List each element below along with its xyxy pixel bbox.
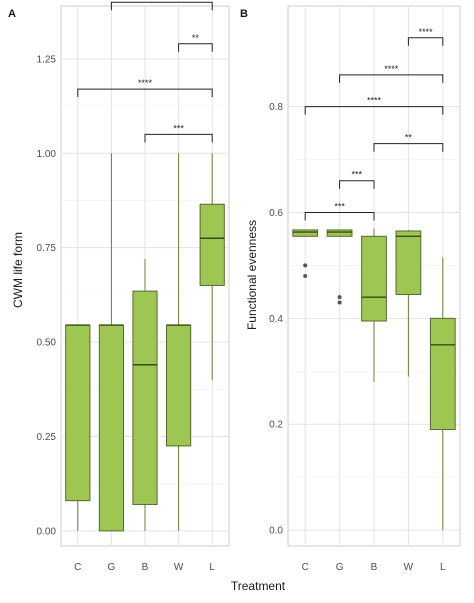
x-tick-label: B [371,562,378,573]
box-W [166,324,192,447]
significance-bracket [373,143,444,152]
y-tick-label: 0.0 [269,526,283,537]
significance-label: *** [173,123,184,133]
y-tick-label: 0.8 [269,102,283,113]
box-L [429,317,456,431]
x-tick-label: W [174,562,184,573]
y-tick-label: 0.6 [269,208,283,219]
y-tick-label: 0.25 [37,432,57,443]
y-tick-label: 0.4 [269,314,283,325]
significance-bracket [304,211,375,221]
box-G [98,324,124,532]
x-tick-label: L [440,562,446,573]
outlier-point [337,300,342,305]
x-tick-label: G [336,562,344,573]
panel-b: 0.00.20.40.60.8C G B W L********************… [240,5,461,573]
y-tick-label: 0.75 [37,243,57,254]
significance-label: ** [405,133,413,143]
y-tick-label: 0.2 [269,420,283,431]
y-tick-label: 1.00 [37,149,57,160]
y-tick-label: 0.00 [37,526,57,537]
box-L [199,203,225,286]
panel-tag: B [240,8,248,20]
significance-bracket [178,43,213,52]
significance-bracket [304,106,444,115]
significance-label: **** [384,64,399,74]
box-W [395,230,422,296]
x-tick-label: C [302,562,309,573]
significance-label: **** [367,96,382,106]
panel-tag: A [8,8,16,20]
y-axis-title: CWM life form [11,232,25,308]
outlier-point [337,295,342,300]
significance-label: ** [192,33,200,43]
box-B [361,235,387,322]
significance-bracket [110,1,213,11]
y-tick-label: 1.25 [37,54,57,65]
significance-label: **** [138,78,153,88]
y-tick-label: 0.50 [37,338,57,349]
significance-bracket [144,133,213,143]
x-tick-label: C [74,562,81,573]
significance-label: *** [334,201,345,211]
significance-label: *** [157,0,168,1]
x-tick-label: G [108,562,116,573]
significance-label: *** [352,170,363,180]
outlier-point [303,263,308,268]
box-G [326,229,353,237]
panel-a: 0.000.250.500.751.001.25CGBWL***********… [8,0,230,573]
box-C [65,324,91,502]
y-axis-title: Functional evenness [245,220,259,330]
x-axis-title: Treatment [231,579,286,593]
significance-bracket [339,180,375,189]
box-B [132,290,158,505]
box-C [292,229,319,237]
significance-bracket [339,74,444,83]
significance-bracket [77,88,213,98]
x-tick-label: W [404,562,414,573]
x-tick-label: L [209,562,215,573]
significance-bracket [407,37,444,46]
significance-label: **** [419,27,434,37]
outlier-point [303,274,308,278]
x-tick-label: B [142,562,149,573]
